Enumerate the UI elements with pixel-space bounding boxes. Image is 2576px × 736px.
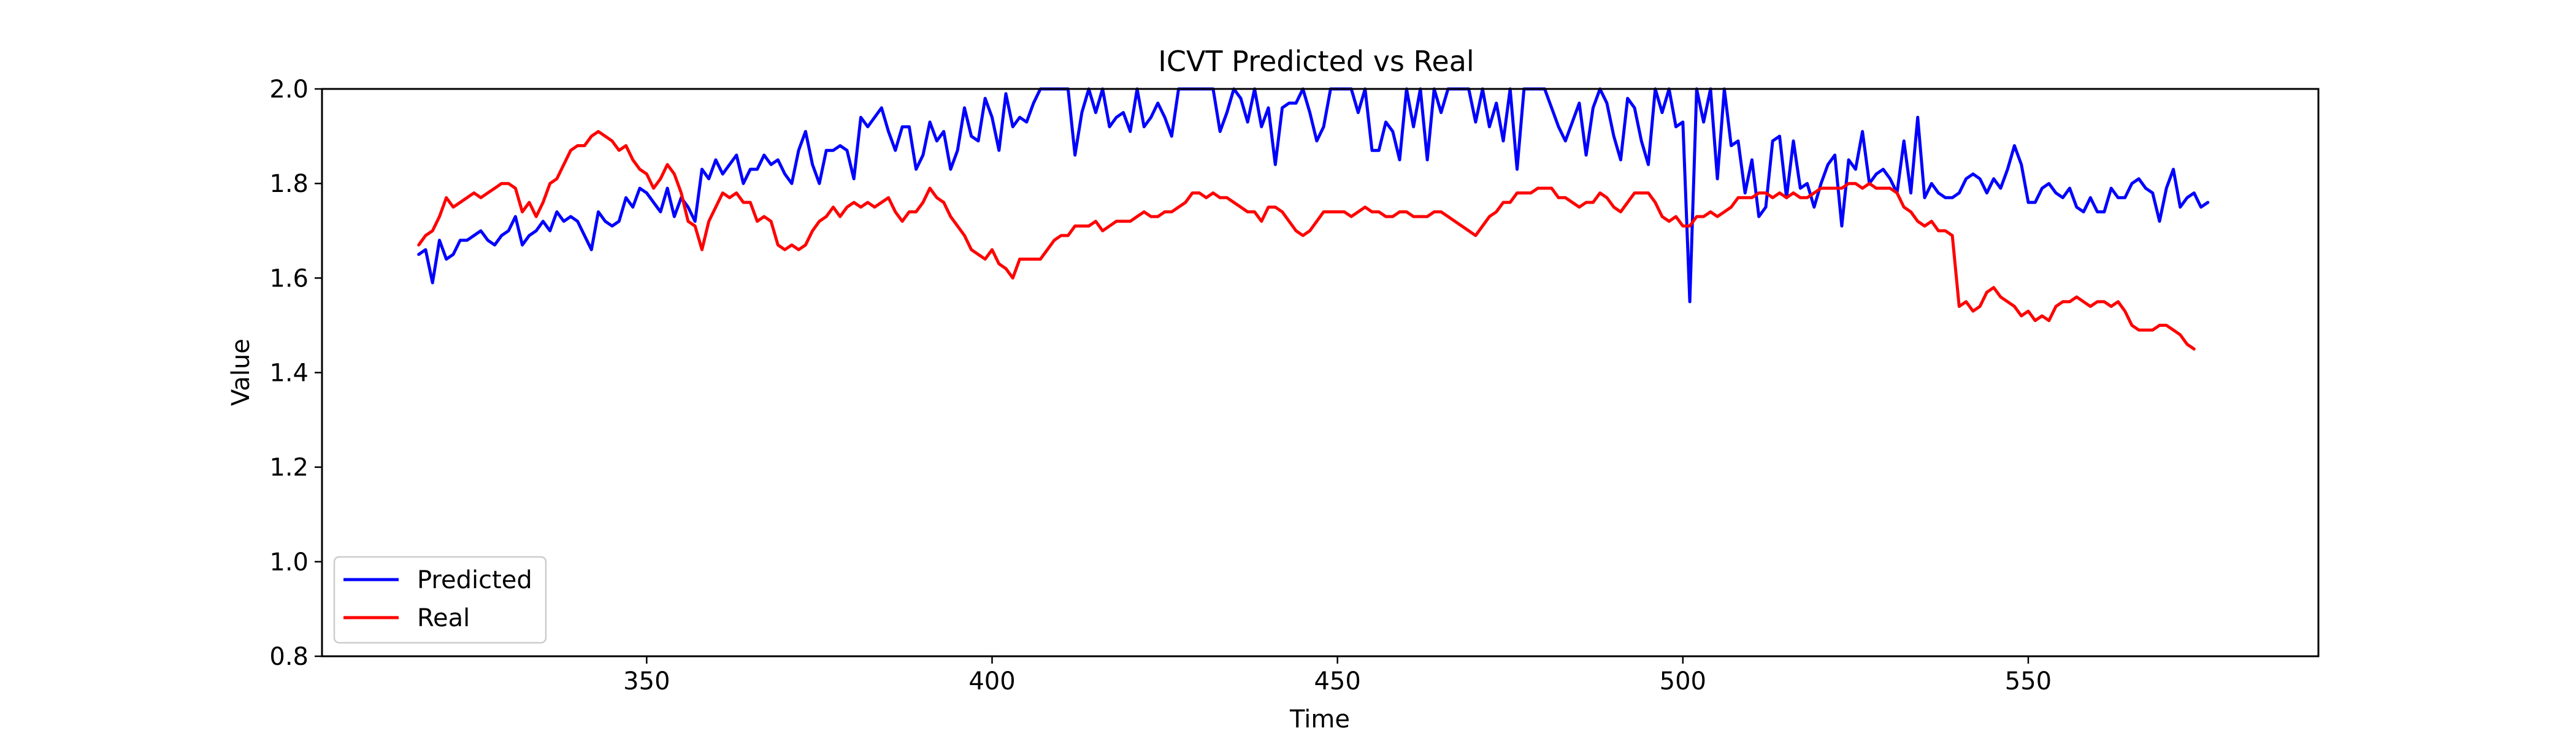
x-tick-label: 500: [1660, 667, 1706, 696]
y-axis-label: Value: [227, 339, 255, 406]
y-tick-label: 2.0: [269, 75, 309, 104]
x-axis-label: Time: [1289, 705, 1350, 734]
y-tick-label: 1.4: [269, 359, 309, 388]
y-tick-label: 1.6: [269, 264, 309, 293]
legend: Predicted Real: [333, 556, 547, 644]
x-tick-label: 350: [623, 667, 670, 696]
legend-label-predicted: Predicted: [417, 566, 532, 594]
x-tick-label: 450: [1314, 667, 1360, 696]
y-tick-label: 1.2: [269, 454, 309, 482]
x-tick-label: 400: [968, 667, 1015, 696]
y-tick-label: 1.8: [269, 170, 309, 198]
legend-label-real: Real: [417, 604, 470, 632]
chart-title: ICVT Predicted vs Real: [1158, 45, 1474, 78]
x-tick-label: 550: [2005, 667, 2052, 696]
y-tick-label: 1.0: [269, 548, 309, 577]
y-tick-label: 0.8: [269, 643, 309, 671]
series-line-real: [417, 129, 2196, 351]
series-line-predicted: [417, 87, 2210, 304]
